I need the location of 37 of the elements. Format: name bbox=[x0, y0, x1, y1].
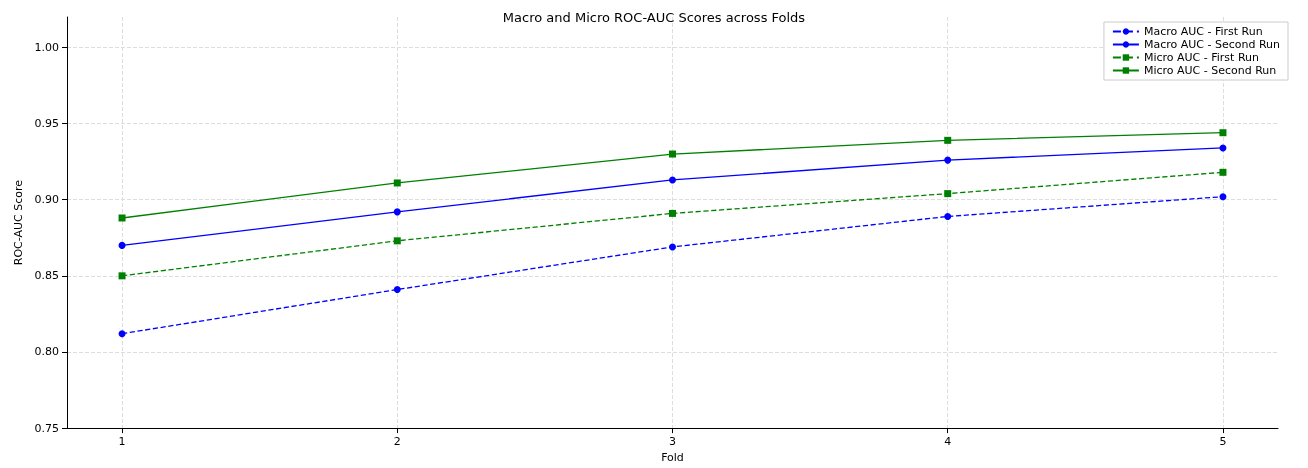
legend-label: Macro AUC - Second Run bbox=[1143, 38, 1281, 51]
point bbox=[669, 209, 676, 217]
point bbox=[393, 286, 401, 294]
x-tick-label: 4 bbox=[944, 435, 952, 449]
x-axis-title: Fold bbox=[661, 451, 684, 464]
y-tick-label: 0.95 bbox=[34, 117, 59, 131]
y-tick-label: 0.75 bbox=[34, 421, 59, 435]
y-tick-label: 0.90 bbox=[34, 193, 59, 207]
point bbox=[944, 190, 952, 198]
point bbox=[118, 241, 126, 249]
legend-label: Macro AUC - First Run bbox=[1143, 25, 1263, 38]
x-tick-label: 2 bbox=[393, 435, 401, 449]
point bbox=[393, 208, 401, 216]
legend-label: Micro AUC - First Run bbox=[1143, 51, 1260, 64]
y-tick-label: 0.85 bbox=[34, 269, 59, 283]
point bbox=[669, 243, 676, 251]
x-tick-label: 1 bbox=[118, 435, 126, 449]
point bbox=[669, 150, 676, 158]
x-tick-label: 5 bbox=[1219, 435, 1227, 449]
point bbox=[1219, 168, 1227, 176]
point bbox=[1219, 129, 1227, 137]
point bbox=[393, 237, 401, 245]
legend-label: Micro AUC - Second Run bbox=[1143, 64, 1277, 77]
y-axis-title: ROC-AUC Score bbox=[11, 179, 25, 266]
y-tick-label: 1.00 bbox=[34, 40, 59, 54]
point bbox=[118, 272, 126, 280]
chart-title: Macro and Micro ROC-AUC Scores across Folds bbox=[502, 10, 806, 25]
point bbox=[944, 156, 952, 164]
point bbox=[944, 212, 952, 220]
point bbox=[944, 136, 952, 144]
point bbox=[1219, 193, 1227, 201]
point bbox=[118, 330, 126, 338]
point bbox=[669, 176, 676, 184]
y-tick-label: 0.80 bbox=[34, 345, 59, 359]
point bbox=[118, 214, 126, 222]
point bbox=[393, 179, 401, 187]
x-tick-label: 3 bbox=[669, 435, 676, 449]
